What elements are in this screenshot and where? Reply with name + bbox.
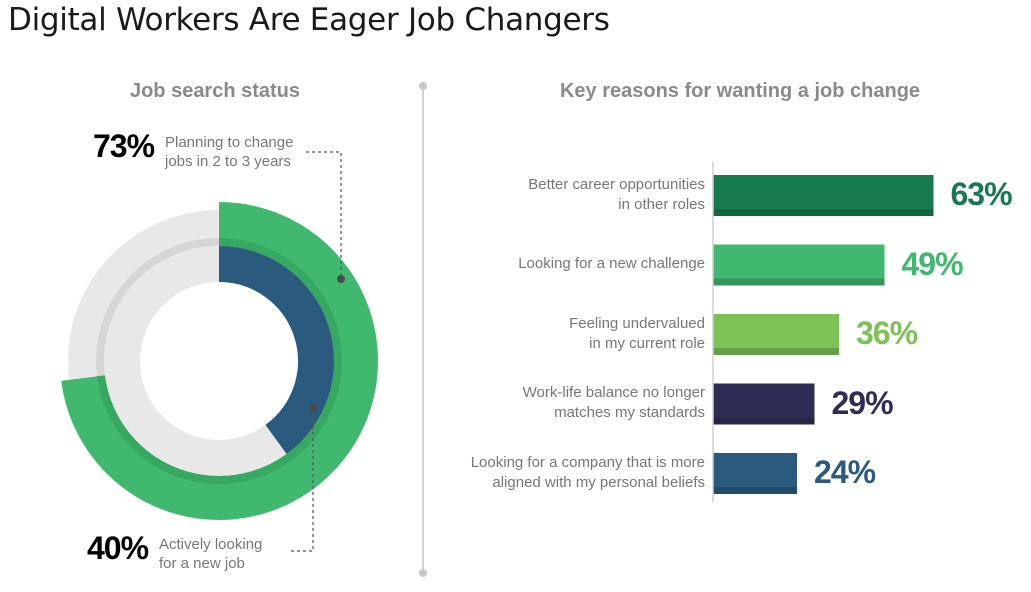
outer-ring-note-line-1: Planning to change (165, 134, 294, 151)
bar-label-3: Work-life balance no longer matches my st… (425, 383, 705, 423)
panel-divider (419, 82, 427, 577)
bar-4-shadow (713, 487, 797, 494)
bar-label-3-line-2: matches my standards (554, 404, 705, 421)
bar-label-0-line-2: in other roles (618, 195, 705, 213)
bar-value-4: 24% (814, 454, 876, 490)
bar-label-0-line-1: Better career opportunities (528, 175, 705, 193)
bar-1-shadow (713, 278, 885, 286)
inner-leader-dot (309, 404, 317, 412)
outer-ring-arc (61, 202, 378, 520)
bar-label-2-line-1: Feeling undervalued (569, 314, 705, 332)
bar-label-1-line-1: Looking for a new challenge (518, 255, 705, 272)
bar-value-1: 49% (901, 245, 964, 282)
bar-label-0: Better career opportunities in other role… (425, 175, 705, 215)
inner-ring-arc (218, 246, 334, 455)
bar-label-1: Looking for a new challenge (425, 254, 705, 274)
outer-ring-note: Planning to change jobs in 2 to 3 years (165, 133, 293, 171)
inner-ring-note-line-2: for a new job (159, 555, 245, 572)
outer-ring-arc-shadow (96, 238, 342, 484)
page-title: Digital Workers Are Eager Job Changers (8, 2, 610, 38)
outer-ring-note-line-2: jobs in 2 to 3 years (165, 153, 291, 170)
bar-2-shadow (713, 348, 839, 355)
bar-label-4-line-2: aligned with my personal beliefs (492, 473, 705, 491)
inner-leader-line (291, 408, 314, 552)
bar-chart-title: Key reasons for wanting a job change (559, 80, 921, 102)
outer-ring-value: 73% (93, 128, 155, 164)
bar-label-2-line-2: in my current role (589, 334, 705, 352)
bar-value-3: 29% (831, 384, 894, 421)
bar-0-shadow (713, 209, 934, 216)
bar-label-2: Feeling undervalued in my current role (425, 314, 705, 354)
donut-title: Job search status (129, 80, 301, 102)
bar-label-4: Looking for a company that is more aligne… (425, 453, 705, 493)
inner-ring-note: Actively looking for a new job (159, 535, 262, 573)
inner-ring-value: 40% (87, 530, 149, 566)
bar-value-0: 63% (950, 176, 1013, 212)
inner-ring-note-line-1: Actively looking (159, 536, 263, 553)
bar-value-2: 36% (856, 315, 918, 351)
bar-chart (713, 175, 934, 494)
bar-label-3-line-1: Work-life balance no longer (522, 384, 705, 401)
bar-label-4-line-1: Looking for a company that is more (470, 453, 705, 471)
bar-3-shadow (713, 417, 815, 425)
outer-leader-dot (337, 275, 345, 283)
donut-chart (61, 151, 378, 552)
